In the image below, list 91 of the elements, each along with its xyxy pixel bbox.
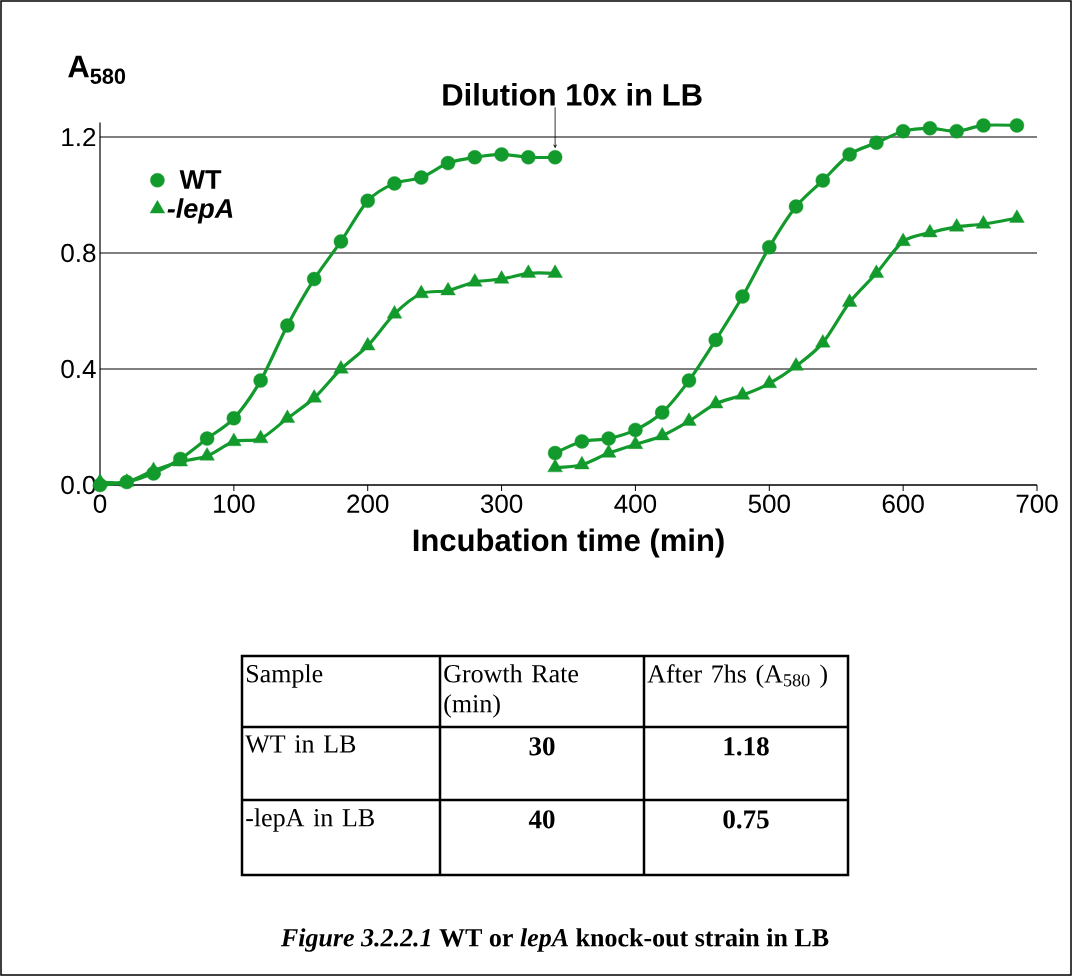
point bbox=[467, 150, 482, 165]
point bbox=[628, 422, 643, 438]
point bbox=[708, 332, 723, 348]
point bbox=[279, 409, 295, 423]
point bbox=[414, 170, 429, 185]
point bbox=[655, 405, 670, 420]
point bbox=[949, 124, 964, 139]
point bbox=[842, 147, 857, 162]
point bbox=[922, 224, 938, 238]
point bbox=[333, 234, 349, 249]
y-tick-label: 1.2 bbox=[62, 127, 96, 147]
point bbox=[306, 389, 322, 403]
point bbox=[440, 282, 456, 296]
point bbox=[895, 232, 911, 246]
x-tick-label: 400 bbox=[614, 494, 657, 513]
text: Sample bbox=[246, 664, 323, 688]
x-tick-label: 500 bbox=[748, 494, 790, 513]
point bbox=[601, 431, 616, 446]
point bbox=[494, 147, 509, 162]
point bbox=[815, 334, 831, 348]
point bbox=[413, 284, 429, 299]
point bbox=[976, 118, 991, 133]
x-axis-title: Incubation time (min) bbox=[413, 528, 724, 558]
point bbox=[467, 273, 483, 287]
text: Growth Rate (min) bbox=[444, 664, 579, 718]
point bbox=[1009, 118, 1025, 133]
point bbox=[627, 435, 643, 449]
point bbox=[521, 150, 536, 165]
point bbox=[253, 429, 269, 444]
point bbox=[842, 293, 858, 307]
point bbox=[387, 176, 402, 191]
legend-label: -lepA bbox=[167, 198, 233, 224]
x-tick-label: 200 bbox=[347, 494, 389, 513]
point bbox=[868, 264, 884, 278]
text: Figure 3.2.2.1 WT or lepA knock-out strain in LB bbox=[280, 928, 829, 952]
point bbox=[547, 264, 563, 278]
x-tick-label: 300 bbox=[480, 494, 523, 513]
point bbox=[681, 412, 697, 426]
text: 1.18 bbox=[724, 737, 769, 756]
point bbox=[574, 434, 590, 449]
point bbox=[761, 374, 777, 388]
point bbox=[199, 447, 215, 461]
point bbox=[788, 357, 804, 371]
point bbox=[360, 193, 375, 208]
point bbox=[895, 124, 911, 139]
point bbox=[762, 240, 777, 255]
text: 30 bbox=[529, 737, 555, 756]
text: 0.75 bbox=[723, 810, 769, 829]
x-tick-label: 100 bbox=[214, 494, 255, 513]
point bbox=[708, 395, 724, 409]
y-tick-label: 0.8 bbox=[61, 243, 96, 263]
point bbox=[1009, 209, 1025, 223]
point bbox=[280, 318, 295, 333]
point bbox=[547, 150, 563, 165]
point bbox=[226, 432, 242, 446]
point bbox=[735, 289, 750, 304]
point bbox=[333, 360, 349, 374]
point bbox=[869, 135, 884, 150]
y-tick-label: 0.4 bbox=[61, 359, 96, 379]
point bbox=[922, 121, 938, 136]
point bbox=[360, 337, 376, 351]
point bbox=[681, 373, 697, 388]
point bbox=[601, 444, 617, 458]
y-axis-title: A$_{580}$ bbox=[68, 55, 126, 84]
point bbox=[520, 264, 536, 278]
point bbox=[949, 218, 965, 232]
point bbox=[306, 271, 322, 287]
point bbox=[815, 173, 831, 188]
x-tick-label: 600 bbox=[882, 494, 924, 513]
text: 40 bbox=[528, 810, 555, 829]
x-tick-label: 700 bbox=[1016, 494, 1058, 513]
point bbox=[975, 215, 992, 229]
point bbox=[386, 305, 403, 319]
legend-label: WT bbox=[179, 170, 222, 189]
point bbox=[253, 373, 268, 388]
text: WT in LB bbox=[245, 735, 356, 753]
point bbox=[734, 386, 751, 400]
point bbox=[440, 155, 456, 171]
point bbox=[654, 427, 670, 441]
point bbox=[199, 431, 215, 446]
y-tick-label: 0.0 bbox=[61, 475, 96, 495]
point bbox=[547, 458, 563, 473]
point bbox=[547, 445, 563, 461]
annotation: Dilution 10x in LB bbox=[443, 82, 702, 106]
point bbox=[574, 456, 590, 470]
point bbox=[494, 270, 510, 284]
point bbox=[788, 199, 804, 214]
text: After 7hs (A$_{580}$ ) bbox=[647, 664, 827, 689]
x-tick-label: 0 bbox=[93, 494, 107, 513]
text: -lepA in LB bbox=[246, 808, 374, 832]
point bbox=[226, 411, 242, 426]
